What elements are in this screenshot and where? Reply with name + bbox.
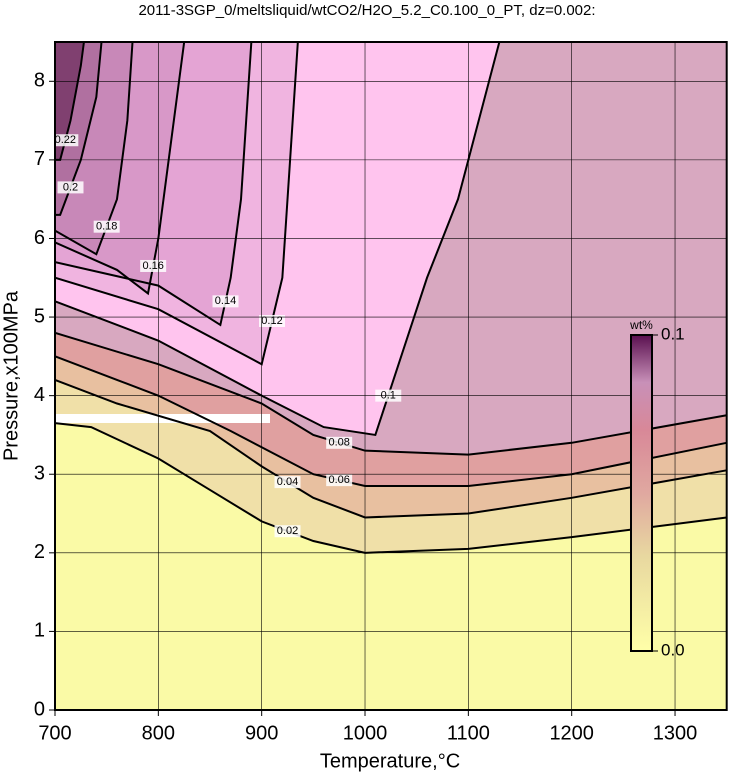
contour-label: 0.06 <box>328 474 349 486</box>
contour-label-bg <box>93 220 120 233</box>
y-tick-label: 0 <box>34 698 45 720</box>
contour-label-bg <box>57 181 84 194</box>
contour-line <box>55 42 134 256</box>
x-axis-label: Temperature,°C <box>320 750 460 772</box>
contour-label: 0.04 <box>277 476 298 488</box>
contour-label-bg <box>259 314 286 327</box>
contour-label: 0.18 <box>96 221 117 233</box>
contour-label-bg <box>274 525 301 538</box>
contour-label: 0.08 <box>328 437 349 449</box>
x-tick-label: 700 <box>38 722 71 744</box>
x-tick-label: 800 <box>142 722 175 744</box>
colorbar-title: wt% <box>629 318 653 332</box>
y-tick-label: 7 <box>34 148 45 170</box>
contour-label: 0.16 <box>142 260 163 272</box>
contour-label: 0.14 <box>215 295 236 307</box>
y-tick-label: 6 <box>34 227 45 249</box>
y-tick-label: 5 <box>34 305 45 327</box>
contour-label: 0.22 <box>55 134 76 146</box>
chart-title: 2011-3SGP_0/meltsliquid/wtCO2/H2O_5.2_C0… <box>138 2 595 19</box>
data-gap <box>55 414 270 423</box>
contour-label-bg <box>55 134 79 147</box>
colorbar-tick-label: 0.1 <box>661 324 685 343</box>
y-axis-label: Pressure,x100MPa <box>0 290 22 461</box>
x-tick-label: 1300 <box>653 722 698 744</box>
colorbar <box>630 334 653 652</box>
x-tick-label: 1200 <box>549 722 594 744</box>
y-tick-label: 8 <box>34 70 45 92</box>
contour-label: 0.12 <box>261 315 282 327</box>
plot-frame <box>54 41 728 711</box>
x-tick-label: 1100 <box>447 722 490 744</box>
y-tick-label: 4 <box>34 384 45 406</box>
contour-label: 0.2 <box>63 181 78 193</box>
contour-line <box>55 378 727 519</box>
colorbar-tick-label: 0.0 <box>661 640 685 659</box>
contour-label-bg <box>326 436 353 449</box>
contour-label-bg <box>140 259 167 272</box>
contour-label-bg <box>274 476 301 489</box>
y-tick-label: 2 <box>34 541 45 563</box>
x-tick-label: 900 <box>245 722 278 744</box>
contour-label: 0.02 <box>277 525 298 537</box>
contour-fill <box>55 42 84 160</box>
x-tick-label: 1000 <box>343 722 388 744</box>
contour-label-bg <box>326 474 353 487</box>
contour-label-bg <box>212 295 239 308</box>
plot-area: 0.02 0.04 0.06 0.08 0.1 0.12 0.14 0.16 0.18 0.2 0.… <box>55 42 727 710</box>
y-tick-label: 1 <box>34 620 45 642</box>
y-tick-label: 3 <box>34 463 45 485</box>
